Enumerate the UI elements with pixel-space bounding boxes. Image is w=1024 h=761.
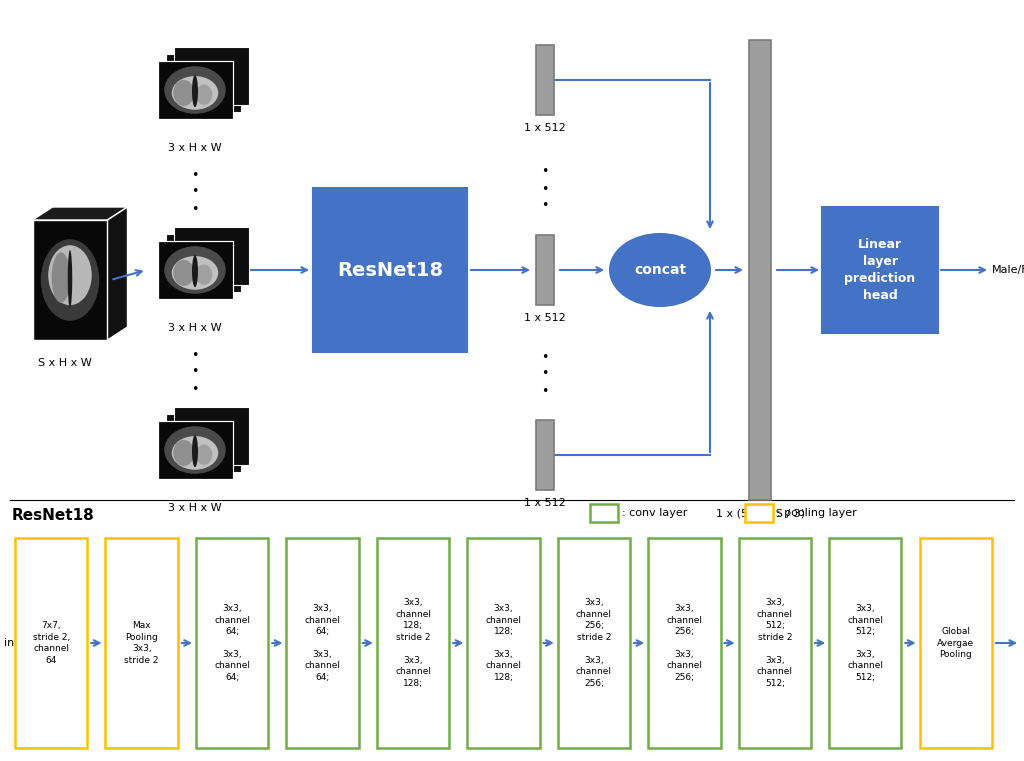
Bar [15,538,87,748]
Bar [829,538,901,748]
Bar [158,61,232,119]
Ellipse shape [164,426,225,474]
Ellipse shape [196,265,212,285]
Bar [158,241,232,299]
Bar [158,421,232,479]
Bar [196,538,268,748]
Text: : conv layer: : conv layer [622,508,687,518]
Bar [173,407,249,465]
Bar [158,241,232,299]
Ellipse shape [193,255,198,287]
Ellipse shape [196,84,212,105]
Bar [173,227,249,285]
Bar [33,220,108,340]
Text: 7x7,
stride 2,
channel
64: 7x7, stride 2, channel 64 [33,621,70,664]
Text: •: • [191,365,199,378]
Bar [158,421,232,479]
Text: Linear
layer
prediction
head: Linear layer prediction head [845,238,915,302]
Text: input: input [4,638,33,648]
Text: •: • [542,351,549,364]
Bar [558,538,630,748]
Text: 1 x 512: 1 x 512 [524,123,566,133]
Text: •: • [542,368,549,380]
Ellipse shape [164,66,225,114]
Bar [749,40,771,500]
Text: •: • [542,183,549,196]
Text: 1 x 512: 1 x 512 [524,313,566,323]
Text: •: • [542,165,549,179]
Ellipse shape [172,436,218,470]
Ellipse shape [173,440,195,466]
Text: 3x3,
channel
64;

3x3,
channel
64;: 3x3, channel 64; 3x3, channel 64; [304,604,341,682]
Text: : pooling layer: : pooling layer [777,508,857,518]
Bar [158,241,232,299]
Text: 3x3,
channel
128;

3x3,
channel
128;: 3x3, channel 128; 3x3, channel 128; [485,604,521,682]
Text: 3x3,
channel
512;

3x3,
channel
512;: 3x3, channel 512; 3x3, channel 512; [847,604,884,682]
FancyBboxPatch shape [822,207,938,333]
Text: 3 x H x W: 3 x H x W [168,503,222,513]
FancyBboxPatch shape [313,188,467,352]
Text: •: • [542,199,549,212]
Bar [166,414,241,472]
Bar [173,47,249,105]
Text: 3 x H x W: 3 x H x W [168,323,222,333]
Text: 1 x (512 x S / 3): 1 x (512 x S / 3) [716,508,805,518]
Text: •: • [191,349,199,361]
Ellipse shape [610,234,710,306]
Text: Global
Avergae
Pooling: Global Avergae Pooling [937,627,974,659]
Text: •: • [191,383,199,396]
Text: •: • [191,202,199,215]
Bar [920,538,992,748]
Bar [536,420,554,490]
Ellipse shape [164,247,225,294]
Text: 3x3,
channel
512;
stride 2

3x3,
channel
512;: 3x3, channel 512; stride 2 3x3, channel … [757,598,793,688]
Ellipse shape [172,76,218,110]
Ellipse shape [173,80,195,106]
Bar [105,538,178,748]
Text: 3x3,
channel
128;
stride 2

3x3,
channel
128;: 3x3, channel 128; stride 2 3x3, channel … [395,598,431,688]
Text: 3 x H x W: 3 x H x W [168,143,222,153]
Bar [590,504,618,522]
Bar [745,504,773,522]
Bar [158,61,232,119]
Text: •: • [191,186,199,199]
Text: S x H x W: S x H x W [38,358,92,368]
Bar [738,538,811,748]
Ellipse shape [48,245,92,305]
Ellipse shape [41,239,99,321]
Polygon shape [33,207,128,220]
Text: Male/Female: Male/Female [992,265,1024,275]
Text: 3x3,
channel
64;

3x3,
channel
64;: 3x3, channel 64; 3x3, channel 64; [214,604,250,682]
Ellipse shape [68,250,73,307]
Polygon shape [108,207,128,340]
Bar [158,61,232,119]
Bar [467,538,540,748]
Bar [158,421,232,479]
Text: •: • [191,168,199,182]
Text: 3x3,
channel
256;
stride 2

3x3,
channel
256;: 3x3, channel 256; stride 2 3x3, channel … [575,598,612,688]
Ellipse shape [193,75,198,107]
Text: ResNet18: ResNet18 [12,508,95,523]
Bar [287,538,358,748]
Ellipse shape [196,444,212,465]
Bar [166,54,241,112]
Text: •: • [542,384,549,397]
Ellipse shape [193,435,198,467]
Bar [648,538,721,748]
Text: 1 x 512: 1 x 512 [524,498,566,508]
Ellipse shape [51,253,71,303]
Bar [536,45,554,115]
Text: concat: concat [634,263,686,277]
Text: Max
Pooling
3x3,
stride 2: Max Pooling 3x3, stride 2 [124,621,159,664]
Bar [536,235,554,305]
Text: 3x3,
channel
256;

3x3,
channel
256;: 3x3, channel 256; 3x3, channel 256; [667,604,702,682]
Bar [377,538,450,748]
Bar [166,234,241,292]
Text: ResNet18: ResNet18 [337,260,443,279]
Ellipse shape [173,260,195,286]
Ellipse shape [172,256,218,290]
